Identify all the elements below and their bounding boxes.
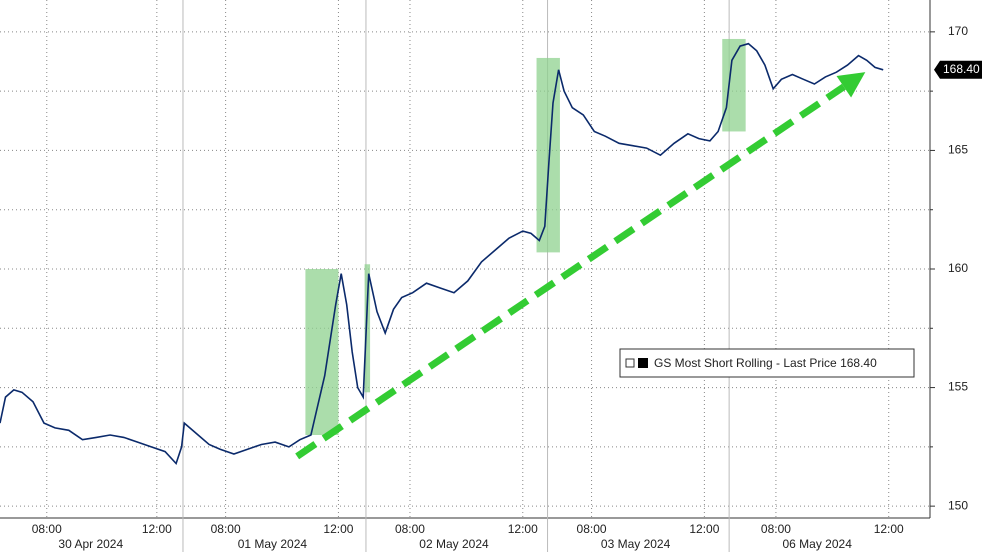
legend-label: GS Most Short Rolling - Last Price 168.4… <box>654 356 877 370</box>
x-tick-label: 08:00 <box>761 522 791 536</box>
highlight <box>722 38 746 132</box>
legend-toggle <box>625 358 635 368</box>
x-tick-label: 12:00 <box>689 522 719 536</box>
x-tick-label: 08:00 <box>395 522 425 536</box>
x-tick-label: 12:00 <box>323 522 353 536</box>
x-tick-label: 08:00 <box>577 522 607 536</box>
legend-swatch <box>638 358 648 368</box>
legend: GS Most Short Rolling - Last Price 168.4… <box>619 348 915 378</box>
price-line <box>0 42 884 466</box>
x-tick-label: 12:00 <box>142 522 172 536</box>
y-tick-label: 155 <box>948 380 968 394</box>
y-tick-label: 170 <box>948 24 968 38</box>
date-label: 30 Apr 2024 <box>58 537 123 551</box>
y-tick-label: 150 <box>948 498 968 512</box>
last-price-tag <box>934 60 982 79</box>
date-label: 03 May 2024 <box>601 537 671 551</box>
legend-box <box>619 348 915 378</box>
trend-arrow-head <box>836 72 866 98</box>
x-tick-label: 12:00 <box>508 522 538 536</box>
highlight <box>364 264 371 393</box>
last-price-label: 168.40 <box>943 62 980 76</box>
y-tick-label: 165 <box>948 143 968 157</box>
y-tick-label: 160 <box>948 261 968 275</box>
x-tick-label: 08:00 <box>211 522 241 536</box>
x-tick-label: 12:00 <box>874 522 904 536</box>
trend-arrow <box>295 83 846 460</box>
highlight <box>305 269 339 435</box>
date-label: 01 May 2024 <box>238 537 308 551</box>
x-tick-label: 08:00 <box>32 522 62 536</box>
highlight <box>536 57 560 253</box>
date-label: 02 May 2024 <box>419 537 489 551</box>
date-label: 06 May 2024 <box>782 537 852 551</box>
